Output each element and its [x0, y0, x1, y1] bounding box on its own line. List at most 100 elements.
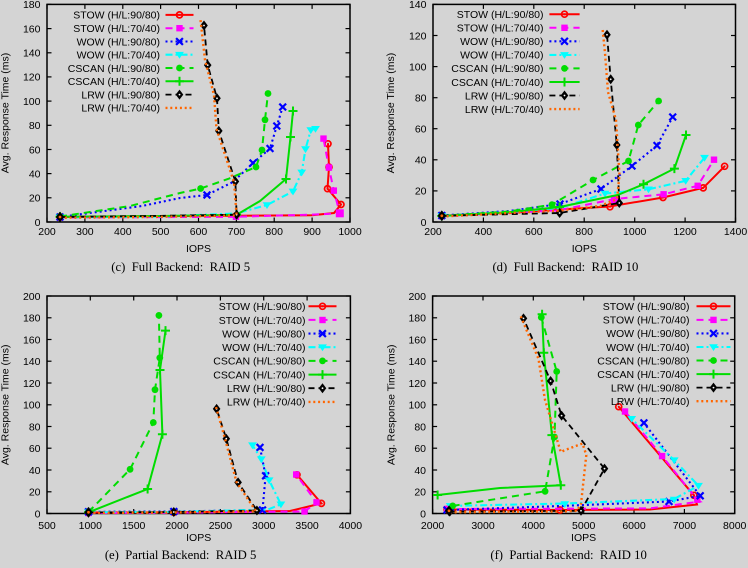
svg-text:120: 120	[409, 30, 427, 42]
svg-text:0: 0	[35, 508, 41, 520]
svg-text:CSCAN (H/L:90/80): CSCAN (H/L:90/80)	[68, 63, 160, 75]
svg-text:20: 20	[29, 193, 41, 205]
svg-text:100: 100	[409, 61, 427, 73]
svg-text:140: 140	[409, 0, 427, 11]
svg-text:IOPS: IOPS	[571, 532, 596, 544]
svg-text:80: 80	[415, 93, 427, 105]
svg-text:200: 200	[23, 291, 41, 303]
svg-text:LRW (H/L:70/40): LRW (H/L:70/40)	[227, 397, 306, 409]
svg-text:0: 0	[421, 217, 427, 229]
svg-text:160: 160	[408, 334, 426, 346]
svg-text:100: 100	[23, 400, 41, 412]
svg-text:CSCAN (H/L:70/40): CSCAN (H/L:70/40)	[68, 76, 160, 88]
svg-text:400: 400	[475, 226, 493, 238]
svg-text:CSCAN (H/L:70/40): CSCAN (H/L:70/40)	[597, 369, 689, 381]
svg-text:WOW (H/L:70/40): WOW (H/L:70/40)	[77, 50, 160, 62]
svg-text:400: 400	[114, 226, 132, 238]
svg-text:Avg. Response Time (ms): Avg. Response Time (ms)	[0, 53, 12, 174]
svg-text:4000: 4000	[339, 520, 363, 532]
svg-text:80: 80	[414, 421, 426, 433]
svg-text:180: 180	[23, 313, 41, 325]
svg-text:STOW (H/L:70/40): STOW (H/L:70/40)	[457, 23, 544, 35]
svg-text:40: 40	[414, 465, 426, 477]
svg-text:120: 120	[23, 378, 41, 390]
svg-text:1000: 1000	[338, 226, 362, 238]
svg-text:80: 80	[29, 120, 41, 132]
svg-text:WOW (H/L:70/40): WOW (H/L:70/40)	[606, 342, 689, 354]
svg-text:1000: 1000	[79, 520, 103, 532]
svg-text:200: 200	[424, 226, 442, 238]
svg-text:STOW (H/L:90/80): STOW (H/L:90/80)	[603, 301, 690, 313]
svg-text:140: 140	[23, 356, 41, 368]
svg-text:1500: 1500	[122, 520, 146, 532]
svg-text:600: 600	[525, 226, 543, 238]
svg-text:1400: 1400	[724, 226, 748, 238]
svg-text:LRW (H/L:70/40): LRW (H/L:70/40)	[611, 396, 690, 408]
svg-text:60: 60	[415, 124, 427, 136]
svg-text:LRW (H/L:90/80): LRW (H/L:90/80)	[81, 89, 160, 101]
svg-text:4000: 4000	[522, 520, 546, 532]
svg-text:120: 120	[408, 378, 426, 390]
svg-text:CSCAN (H/L:90/80): CSCAN (H/L:90/80)	[213, 356, 305, 368]
svg-text:LRW (H/L:90/80): LRW (H/L:90/80)	[227, 383, 306, 395]
svg-text:40: 40	[29, 465, 41, 477]
svg-text:STOW (H/L:70/40): STOW (H/L:70/40)	[219, 315, 306, 327]
svg-text:WOW (H/L:90/80): WOW (H/L:90/80)	[606, 328, 689, 340]
svg-text:CSCAN (H/L:90/80): CSCAN (H/L:90/80)	[597, 355, 689, 367]
svg-text:0: 0	[420, 508, 426, 520]
svg-text:180: 180	[408, 313, 426, 325]
svg-text:(e) Partial Backend: RAID 5: (e) Partial Backend: RAID 5	[105, 548, 257, 562]
svg-text:(d) Full Backend: RAID 10: (d) Full Backend: RAID 10	[492, 260, 638, 274]
svg-text:100: 100	[23, 96, 41, 108]
svg-text:200: 200	[38, 226, 56, 238]
svg-text:180: 180	[23, 0, 41, 11]
svg-text:IOPS: IOPS	[186, 532, 211, 544]
svg-text:600: 600	[190, 226, 208, 238]
svg-text:IOPS: IOPS	[572, 243, 597, 255]
svg-text:CSCAN (H/L:70/40): CSCAN (H/L:70/40)	[451, 77, 543, 89]
svg-text:Avg. Response Time (ms): Avg. Response Time (ms)	[386, 344, 398, 465]
svg-text:WOW (H/L:70/40): WOW (H/L:70/40)	[222, 342, 305, 354]
svg-text:3000: 3000	[471, 520, 495, 532]
svg-text:STOW (H/L:90/80): STOW (H/L:90/80)	[457, 9, 544, 21]
svg-text:(c) Full Backend: RAID 5: (c) Full Backend: RAID 5	[111, 260, 250, 274]
svg-text:60: 60	[29, 443, 41, 455]
svg-text:500: 500	[38, 520, 56, 532]
svg-text:1200: 1200	[673, 226, 697, 238]
svg-text:800: 800	[575, 226, 593, 238]
svg-text:2000: 2000	[421, 520, 445, 532]
svg-text:Avg. Response Time (ms): Avg. Response Time (ms)	[385, 53, 397, 174]
svg-text:8000: 8000	[723, 520, 747, 532]
svg-text:160: 160	[23, 334, 41, 346]
svg-text:20: 20	[414, 487, 426, 499]
svg-text:20: 20	[415, 186, 427, 198]
svg-text:7000: 7000	[673, 520, 697, 532]
svg-text:STOW (H/L:70/40): STOW (H/L:70/40)	[603, 315, 690, 327]
svg-text:3500: 3500	[295, 520, 319, 532]
svg-text:700: 700	[228, 226, 246, 238]
svg-text:(f) Partial Backend: RAID 10: (f) Partial Backend: RAID 10	[490, 548, 646, 562]
svg-text:40: 40	[415, 155, 427, 167]
svg-text:140: 140	[23, 48, 41, 60]
svg-text:60: 60	[414, 443, 426, 455]
svg-text:1000: 1000	[623, 226, 647, 238]
svg-text:2000: 2000	[165, 520, 189, 532]
svg-text:STOW (H/L:70/40): STOW (H/L:70/40)	[73, 23, 160, 35]
svg-text:800: 800	[265, 226, 283, 238]
svg-text:500: 500	[152, 226, 170, 238]
svg-text:140: 140	[408, 356, 426, 368]
svg-text:20: 20	[29, 487, 41, 499]
svg-text:STOW (H/L:90/80): STOW (H/L:90/80)	[219, 301, 306, 313]
svg-text:900: 900	[303, 226, 321, 238]
svg-text:LRW (H/L:90/80): LRW (H/L:90/80)	[465, 90, 544, 102]
svg-text:WOW (H/L:70/40): WOW (H/L:70/40)	[460, 50, 543, 62]
svg-text:CSCAN (H/L:70/40): CSCAN (H/L:70/40)	[213, 369, 305, 381]
svg-text:CSCAN (H/L:90/80): CSCAN (H/L:90/80)	[451, 63, 543, 75]
svg-text:LRW (H/L:90/80): LRW (H/L:90/80)	[611, 382, 690, 394]
svg-text:LRW (H/L:70/40): LRW (H/L:70/40)	[81, 103, 160, 115]
svg-text:5000: 5000	[572, 520, 596, 532]
svg-text:3000: 3000	[252, 520, 276, 532]
svg-text:2500: 2500	[209, 520, 233, 532]
svg-text:100: 100	[408, 400, 426, 412]
svg-text:LRW (H/L:70/40): LRW (H/L:70/40)	[465, 104, 544, 116]
